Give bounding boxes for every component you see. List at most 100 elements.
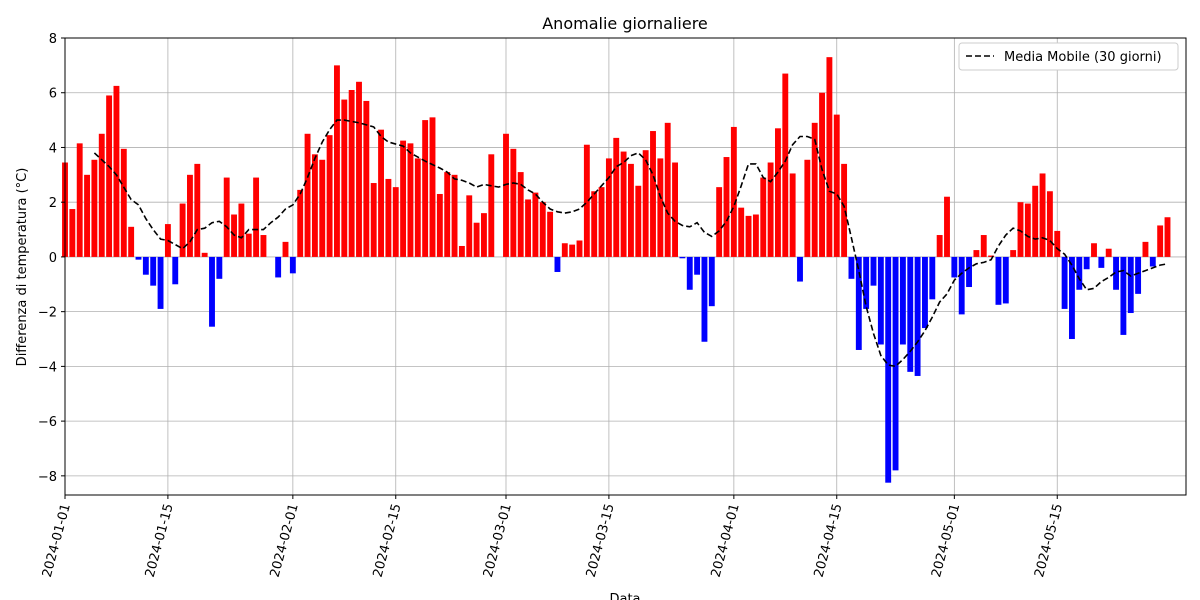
y-tick-label: 4 [49, 141, 57, 156]
bar [1164, 217, 1171, 257]
bar [936, 235, 943, 257]
bar [686, 256, 693, 290]
bar [532, 192, 539, 257]
bar [326, 135, 333, 257]
bar [767, 162, 774, 257]
bar [782, 73, 789, 257]
bar [554, 256, 561, 272]
bar [907, 256, 914, 372]
bar [650, 131, 656, 257]
bar [142, 256, 149, 275]
bar [1076, 256, 1083, 290]
bar [135, 256, 142, 260]
bar [113, 85, 120, 257]
bar [84, 174, 90, 257]
bar [1135, 256, 1142, 294]
bar [311, 154, 318, 257]
bar [106, 95, 113, 257]
x-axis-label: Data [609, 592, 640, 600]
y-tick-label: 2 [49, 196, 57, 211]
bar [1113, 256, 1119, 290]
bar [363, 100, 370, 257]
bar [730, 126, 737, 257]
bar [466, 195, 473, 257]
bar [539, 202, 546, 257]
bar [628, 163, 634, 257]
bar [1105, 248, 1112, 257]
chart-title: Anomalie giornaliere [542, 14, 708, 33]
bar [745, 215, 752, 257]
bar [752, 214, 759, 257]
bar [679, 256, 686, 259]
bar [657, 158, 664, 257]
bar [348, 89, 355, 257]
bar [481, 213, 487, 257]
bar [341, 99, 348, 257]
bar [128, 226, 135, 257]
bar [334, 65, 340, 257]
bar [569, 244, 576, 257]
bar [444, 172, 451, 257]
bar [253, 177, 260, 257]
bar [885, 256, 892, 483]
bar [598, 187, 605, 257]
bar [458, 245, 465, 257]
bar [642, 150, 649, 257]
bar [76, 143, 83, 257]
bar [201, 252, 208, 257]
bar [223, 177, 230, 257]
bar [157, 256, 164, 309]
legend: Media Mobile (30 giorni) [958, 42, 1179, 71]
bar [436, 193, 443, 257]
bar [289, 256, 296, 274]
bar [775, 128, 781, 257]
bar [716, 187, 723, 257]
bar [194, 163, 201, 257]
bar [260, 235, 267, 257]
bar [1127, 256, 1134, 314]
bar [187, 174, 193, 257]
bar [826, 57, 833, 257]
bar [951, 256, 958, 278]
bar [275, 256, 282, 278]
bar [1017, 202, 1024, 257]
bar [848, 256, 855, 279]
bar [488, 154, 495, 257]
bar [1098, 256, 1105, 268]
axes-frame [64, 37, 1187, 496]
bars-group [62, 57, 1171, 483]
legend-box [958, 42, 1179, 71]
bar [899, 256, 906, 345]
bar [150, 256, 157, 286]
bar [966, 256, 972, 288]
bar [414, 158, 421, 257]
bar [1157, 225, 1164, 257]
bar [172, 256, 179, 285]
bar [995, 256, 1002, 305]
bar [944, 196, 950, 257]
y-tick-label: −2 [38, 306, 57, 321]
y-tick-label: −8 [38, 470, 57, 485]
bar [708, 256, 715, 307]
bar [525, 199, 531, 257]
bar [1039, 173, 1046, 257]
bar [1024, 203, 1031, 257]
bar [356, 81, 362, 257]
bar [378, 129, 384, 257]
bar [1149, 256, 1156, 267]
bar [561, 243, 568, 257]
bar [914, 256, 921, 376]
bar [209, 256, 215, 327]
bar [635, 185, 642, 257]
bar [672, 162, 678, 257]
bar [1142, 241, 1149, 257]
bar [1091, 243, 1097, 257]
bar [216, 256, 223, 279]
bar [833, 114, 840, 257]
bar [510, 148, 517, 257]
bar [620, 151, 627, 257]
bar [392, 187, 399, 257]
bar [98, 133, 105, 257]
bar [429, 117, 436, 257]
